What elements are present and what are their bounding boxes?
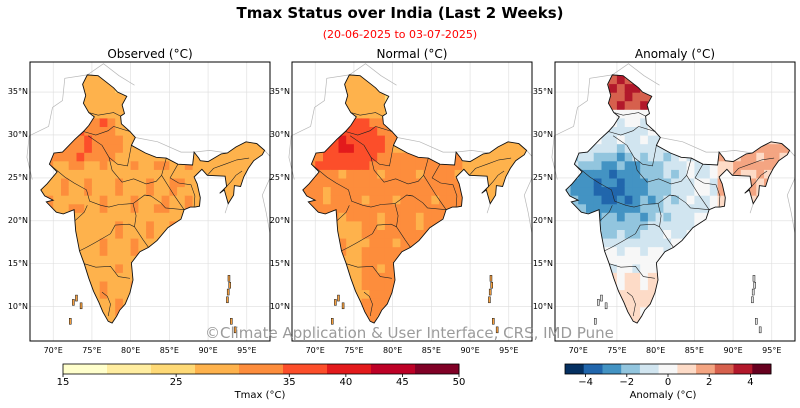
lat-tick-label: 30°N (532, 129, 553, 139)
tmax-colorbar-tick: 25 (169, 377, 183, 388)
anomaly-colorbar (564, 363, 772, 377)
tmax-colorbar (62, 363, 460, 377)
anomaly-colorbar-label: Anomaly (°C) (629, 390, 697, 401)
lat-tick-label: 30°N (7, 129, 28, 139)
lat-tick-label: 15°N (7, 258, 28, 268)
watermark: ©Climate Application & User Interface, C… (205, 324, 614, 342)
lat-tick-label: 20°N (7, 215, 28, 225)
lat-tick-label: 25°N (269, 172, 290, 182)
lon-tick-label: 85°E (684, 346, 704, 355)
tmax-colorbar-label: Tmax (°C) (234, 390, 286, 401)
lat-tick-label: 10°N (532, 301, 553, 311)
lat-tick-label: 20°N (269, 215, 290, 225)
tmax-colorbar-tick: 45 (396, 377, 409, 388)
observed-panel-title: Observed (°C) (107, 47, 193, 61)
anomaly-colorbar-tick: −2 (619, 377, 635, 388)
tmax-colorbar-tick: 40 (339, 377, 353, 388)
lat-tick-label: 10°N (269, 301, 290, 311)
lat-tick-label: 15°N (532, 258, 553, 268)
lon-tick-label: 80°E (383, 346, 403, 355)
anomaly-colorbar-tick: 0 (664, 377, 672, 388)
anomaly-colorbar-tick: −4 (578, 377, 593, 388)
lon-tick-label: 80°E (646, 346, 666, 355)
lon-tick-label: 70°E (305, 346, 325, 355)
lon-tick-label: 80°E (121, 346, 141, 355)
lon-tick-label: 90°E (723, 346, 743, 355)
lon-tick-label: 75°E (344, 346, 364, 355)
figure-title: Tmax Status over India (Last 2 Weeks) (236, 4, 564, 22)
lat-tick-label: 35°N (532, 87, 553, 97)
lat-tick-label: 20°N (532, 215, 553, 225)
lat-tick-label: 15°N (269, 258, 290, 268)
lat-tick-label: 10°N (7, 301, 28, 311)
anomaly-colorbar-tick: 2 (706, 377, 713, 388)
tmax-colorbar-tick: 50 (452, 377, 466, 388)
lat-tick-label: 35°N (269, 87, 290, 97)
lon-tick-label: 90°E (460, 346, 480, 355)
observed-map (26, 61, 271, 342)
anomaly-colorbar-tick: 4 (747, 377, 754, 388)
normal-panel-title: Normal (°C) (376, 47, 448, 61)
anomaly-map (551, 61, 796, 342)
lat-tick-label: 35°N (7, 87, 28, 97)
lon-tick-label: 75°E (82, 346, 102, 355)
tmax-colorbar-tick: 35 (282, 377, 296, 388)
lon-tick-label: 85°E (159, 346, 179, 355)
tmax-colorbar-tick: 15 (56, 377, 70, 388)
anomaly-panel-title: Anomaly (°C) (634, 47, 716, 61)
lat-tick-label: 25°N (532, 172, 553, 182)
lon-tick-label: 95°E (762, 346, 782, 355)
date-range-subtitle: (20-06-2025 to 03-07-2025) (322, 28, 478, 41)
lon-tick-label: 90°E (198, 346, 218, 355)
lon-tick-label: 70°E (568, 346, 588, 355)
lon-tick-label: 75°E (607, 346, 627, 355)
lon-tick-label: 95°E (237, 346, 257, 355)
lon-tick-label: 70°E (43, 346, 63, 355)
lat-tick-label: 30°N (269, 129, 290, 139)
lat-tick-label: 25°N (7, 172, 28, 182)
lon-tick-label: 95°E (499, 346, 519, 355)
normal-map (288, 61, 533, 342)
lon-tick-label: 85°E (421, 346, 441, 355)
